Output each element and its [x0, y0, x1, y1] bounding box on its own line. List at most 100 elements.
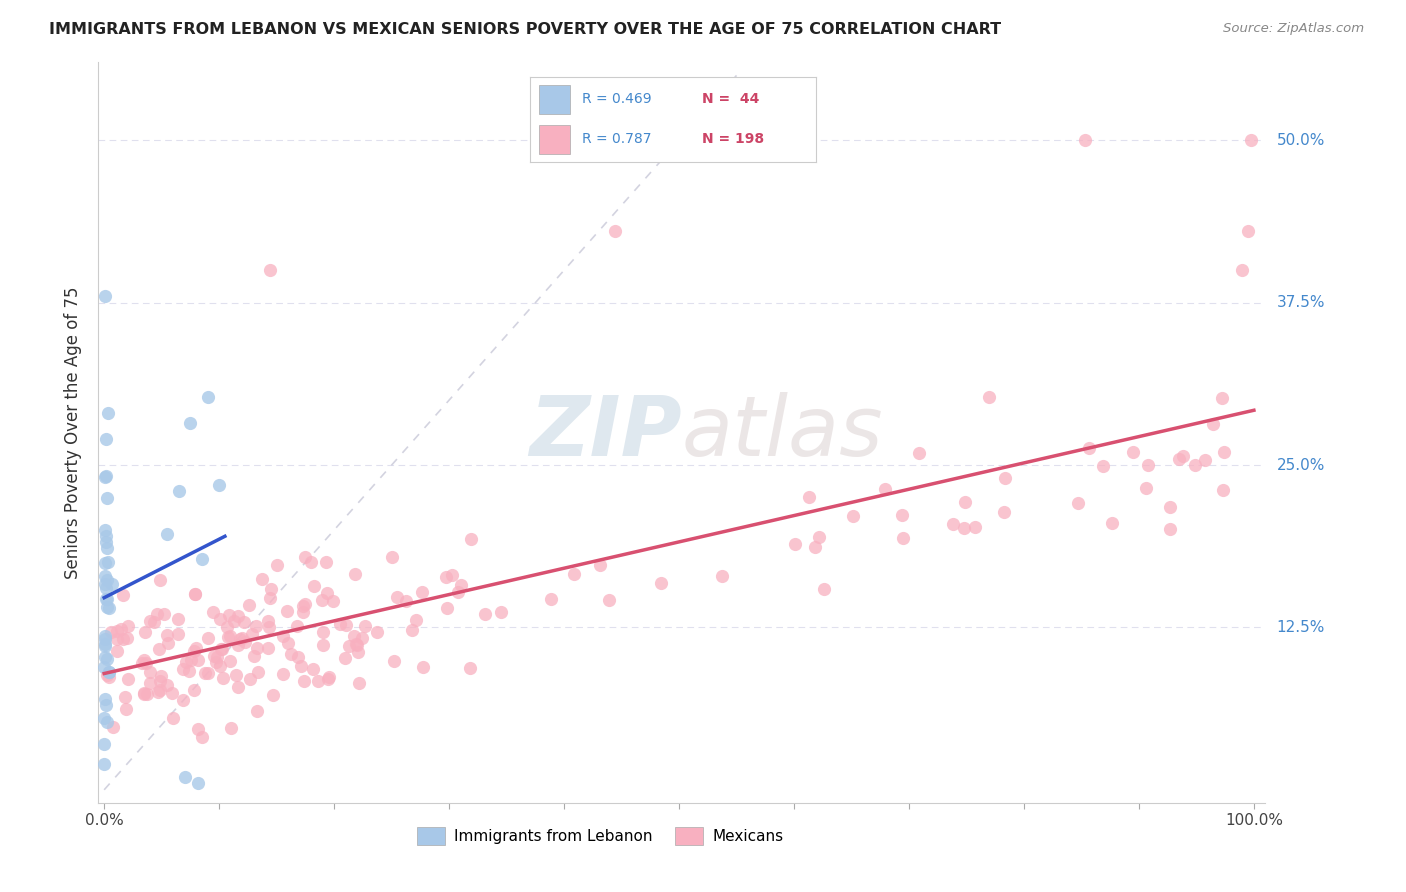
Point: [285, 618, 308, 632]
Point: [312, 638, 335, 652]
Point: [211, 642, 233, 657]
Text: atlas: atlas: [682, 392, 883, 473]
Point: [1184, 458, 1206, 472]
Point: [401, 624, 423, 638]
Point: [96, 573, 118, 587]
Point: [93, 659, 115, 673]
Point: [212, 672, 235, 686]
Point: [1211, 391, 1233, 405]
Point: [231, 631, 253, 645]
Point: [291, 599, 314, 614]
Point: [98, 601, 121, 615]
Point: [114, 690, 136, 704]
Point: [100, 624, 122, 639]
Point: [352, 631, 374, 645]
Point: [96, 541, 118, 556]
Point: [197, 390, 219, 404]
Point: [302, 579, 325, 593]
Point: [183, 587, 205, 601]
Point: [381, 550, 404, 565]
Point: [197, 631, 219, 645]
Point: [1135, 481, 1157, 495]
Legend: Immigrants from Lebanon, Mexicans: Immigrants from Lebanon, Mexicans: [411, 821, 789, 851]
Point: [239, 673, 262, 687]
Point: [156, 678, 179, 692]
Point: [97, 665, 120, 680]
Point: [1230, 263, 1253, 277]
Point: [215, 620, 238, 634]
Point: [246, 665, 269, 679]
Point: [235, 635, 257, 649]
Point: [353, 619, 375, 633]
Point: [589, 558, 612, 572]
Point: [259, 591, 281, 606]
Point: [139, 665, 162, 679]
Point: [148, 641, 170, 656]
Point: [942, 517, 965, 532]
Point: [257, 620, 280, 634]
Point: [97, 665, 120, 679]
Point: [343, 629, 366, 643]
Point: [598, 592, 620, 607]
Point: [562, 566, 585, 581]
Point: [228, 632, 250, 646]
Point: [807, 530, 830, 544]
Point: [93, 711, 115, 725]
Point: [94, 650, 117, 665]
Point: [294, 597, 316, 611]
Point: [224, 614, 246, 628]
Point: [344, 637, 367, 651]
Point: [96, 600, 118, 615]
Point: [96, 491, 118, 506]
Point: [132, 686, 155, 700]
Point: [290, 659, 312, 673]
Point: [411, 585, 433, 599]
Text: 25.0%: 25.0%: [1277, 458, 1324, 473]
Point: [312, 624, 335, 639]
Point: [246, 704, 269, 718]
Point: [262, 688, 284, 702]
Point: [257, 614, 280, 628]
Point: [783, 536, 806, 550]
Point: [650, 575, 672, 590]
Point: [194, 666, 217, 681]
Point: [347, 676, 370, 690]
Point: [157, 636, 180, 650]
Point: [97, 406, 120, 420]
Point: [280, 647, 302, 661]
Point: [93, 289, 115, 303]
Point: [153, 607, 176, 622]
Point: [93, 577, 115, 591]
Point: [257, 641, 280, 656]
Point: [246, 640, 269, 655]
Point: [219, 721, 242, 735]
Point: [233, 615, 256, 629]
Point: [307, 673, 329, 688]
Point: [225, 668, 247, 682]
Point: [187, 653, 209, 667]
Point: [266, 558, 288, 573]
Point: [142, 615, 165, 629]
Point: [294, 550, 316, 565]
Point: [96, 714, 118, 729]
Point: [218, 608, 240, 623]
Point: [149, 669, 172, 683]
Point: [994, 471, 1017, 485]
Text: 37.5%: 37.5%: [1277, 295, 1324, 310]
Point: [204, 655, 226, 669]
Point: [208, 612, 231, 626]
Point: [149, 574, 172, 588]
Point: [277, 636, 299, 650]
Point: [162, 711, 184, 725]
Point: [94, 632, 117, 647]
Point: [156, 628, 179, 642]
Point: [474, 607, 496, 622]
Point: [226, 609, 249, 624]
Point: [1237, 224, 1260, 238]
Point: [184, 587, 207, 601]
Point: [292, 673, 315, 688]
Point: [172, 662, 194, 676]
Point: [540, 591, 562, 606]
Point: [138, 675, 160, 690]
Point: [252, 572, 274, 586]
